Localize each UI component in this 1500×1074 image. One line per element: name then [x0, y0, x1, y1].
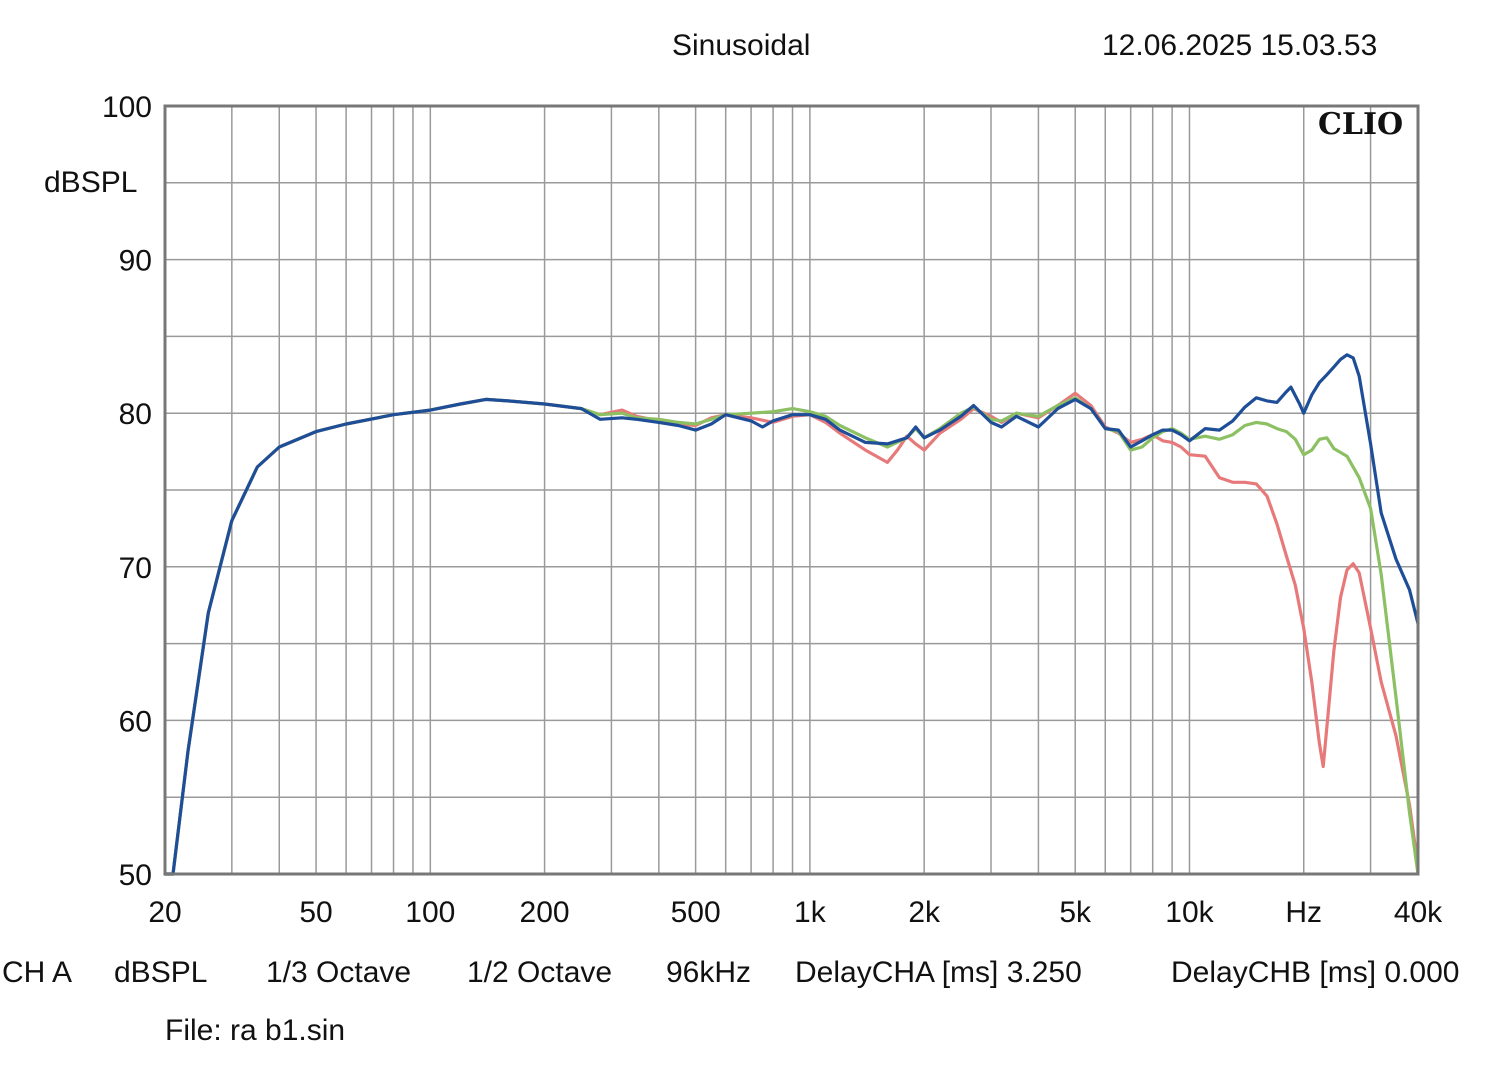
x-tick-labels: 20 50 100 200 500 1k 2k 5k 10k Hz 40k [148, 896, 1443, 929]
plot-frame [163, 104, 1420, 876]
x-tick-label: 40k [1394, 896, 1443, 929]
y-tick-label: 50 [119, 859, 152, 892]
x-tick-label: Hz [1285, 896, 1322, 929]
x-tick-label: 2k [908, 896, 941, 929]
footer-delay-a: DelayCHA [ms] 3.250 [795, 956, 1082, 989]
footer-file: File: ra b1.sin [165, 1014, 346, 1047]
grid [165, 106, 1418, 874]
series-green-line [163, 396, 1420, 876]
footer-channel: CH A [2, 956, 73, 989]
y-tick-label: 70 [119, 552, 152, 585]
x-tick-label: 50 [299, 896, 332, 929]
x-tick-label: 500 [671, 896, 721, 929]
x-tick-label: 200 [520, 896, 570, 929]
chart-title: Sinusoidal [672, 29, 811, 62]
footer-smoothing-2: 1/2 Octave [467, 956, 613, 989]
x-tick-label: 5k [1059, 896, 1092, 929]
x-tick-label: 10k [1165, 896, 1214, 929]
x-tick-label: 20 [148, 896, 181, 929]
x-tick-label: 100 [405, 896, 455, 929]
series-red-line [163, 391, 1420, 876]
series-blue-line [163, 353, 1420, 876]
footer-units: dBSPL [114, 956, 208, 989]
footer-smoothing-1: 1/3 Octave [266, 956, 412, 989]
brand-logo: CLIO [1318, 107, 1404, 142]
timestamp: 12.06.2025 15.03.53 [1102, 29, 1378, 62]
y-tick-label: 90 [119, 245, 152, 278]
footer-sample-rate: 96kHz [666, 956, 752, 989]
y-tick-label: 80 [119, 398, 152, 431]
x-tick-label: 1k [794, 896, 827, 929]
y-tick-label: 60 [119, 705, 152, 738]
curves [163, 353, 1420, 876]
y-tick-label: 100 [102, 91, 152, 124]
y-tick-labels: 100 90 80 70 60 50 [102, 91, 152, 892]
y-axis-unit: dBSPL [44, 166, 138, 199]
footer-delay-b: DelayCHB [ms] 0.000 [1171, 958, 1460, 988]
